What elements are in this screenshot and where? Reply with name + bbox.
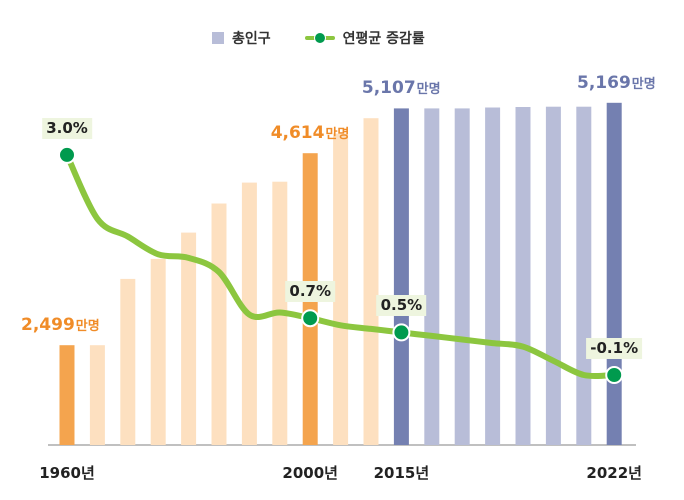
growth-rate-line: [64, 151, 618, 380]
bar-2021: [576, 106, 592, 445]
legend-item-growth-rate: 연평균 증감률: [304, 28, 425, 48]
bar-2016: [424, 108, 440, 446]
population-label-2015: 5,107만명: [361, 78, 441, 99]
rate-marker-2015: [392, 323, 411, 342]
rate-label-1960: 3.0%: [42, 117, 92, 139]
bar-2020: [545, 106, 561, 445]
bar-2019: [515, 107, 531, 445]
bar-1975: [150, 258, 166, 445]
bar-2018: [485, 107, 501, 445]
bar-1970: [120, 278, 136, 445]
legend-bar-swatch: [212, 32, 224, 44]
legend-line-swatch: [304, 32, 335, 44]
x-tick-label-2015: 2015년: [373, 464, 430, 482]
rate-label-2000: 0.7%: [285, 281, 335, 303]
bar-2022: [606, 102, 622, 446]
legend: 총인구 연평균 증감률: [212, 28, 459, 48]
x-tick-label-2022: 2022년: [586, 464, 642, 482]
legend-label-population: 총인구: [232, 31, 271, 47]
bar-2010: [363, 118, 379, 445]
legend-label-growth-rate: 연평균 증감률: [342, 31, 425, 47]
bar-1985: [211, 203, 227, 445]
rate-marker-2022: [605, 366, 624, 384]
x-tick-label-1960: 1960년: [39, 464, 95, 482]
rate-label-2015: 0.5%: [376, 295, 427, 317]
rate-marker-1960: [58, 145, 76, 164]
rate-marker-2000: [301, 309, 320, 328]
rate-label-2022: -0.1%: [586, 338, 643, 359]
bar-1960: [59, 345, 75, 445]
population-label-2022: 5,169만명: [577, 72, 656, 93]
population-label-2000: 4,614만명: [270, 123, 350, 144]
bar-2017: [454, 108, 470, 446]
legend-item-population: 총인구: [212, 28, 271, 48]
bar-2005: [333, 133, 349, 445]
x-tick-label-2000: 2000년: [282, 464, 338, 482]
bar-2015: [393, 108, 409, 446]
bar-1980: [181, 232, 197, 445]
population-label-1960: 2,499만명: [21, 315, 100, 336]
bar-1965: [89, 345, 105, 445]
